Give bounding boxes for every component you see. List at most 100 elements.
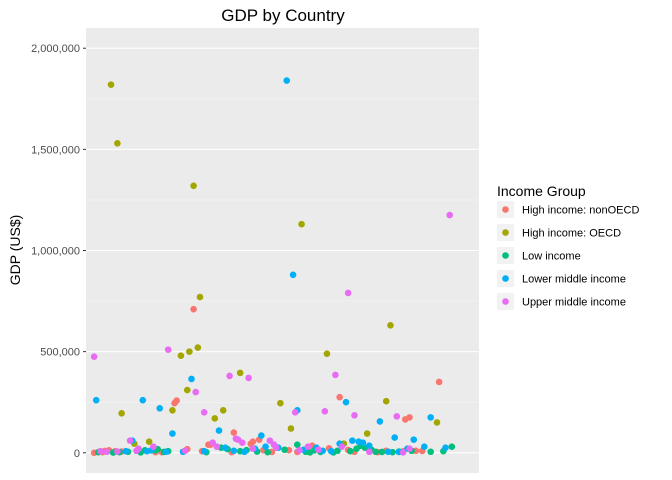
data-point — [272, 444, 280, 452]
data-point — [376, 418, 384, 425]
legend-label: High income: nonOECD — [522, 205, 639, 217]
data-point — [183, 386, 191, 394]
data-point — [92, 396, 100, 404]
y-tick-label: 500,000 — [40, 347, 80, 359]
data-point — [245, 374, 252, 382]
legend-label: Lower middle income — [522, 274, 626, 286]
data-point — [448, 443, 456, 451]
legend-marker — [502, 298, 509, 305]
data-point — [103, 448, 111, 456]
data-point — [241, 448, 248, 456]
data-point — [433, 419, 441, 426]
data-point — [387, 322, 394, 329]
data-point — [342, 398, 350, 406]
data-point — [200, 447, 208, 455]
data-point — [421, 443, 428, 451]
data-point — [365, 448, 373, 456]
data-point — [427, 414, 434, 421]
data-point — [359, 439, 367, 446]
data-point — [351, 412, 358, 419]
data-point — [446, 211, 454, 219]
data-point — [338, 443, 346, 451]
data-point — [349, 437, 356, 444]
data-point — [344, 289, 352, 297]
data-point — [192, 388, 200, 396]
data-point — [372, 448, 379, 456]
data-point — [186, 348, 193, 355]
data-point — [139, 396, 147, 404]
chart-title: GDP by Country — [221, 6, 345, 25]
data-point — [382, 397, 390, 405]
data-point — [135, 445, 142, 453]
data-point — [114, 139, 121, 147]
data-point — [365, 442, 373, 449]
legend-marker — [502, 252, 509, 259]
y-tick-label: 2,000,000 — [31, 43, 80, 55]
data-point — [114, 448, 121, 455]
data-point — [281, 446, 288, 454]
data-point — [169, 406, 176, 414]
data-point — [378, 448, 386, 456]
data-point — [287, 425, 295, 432]
data-point — [346, 447, 354, 455]
data-point — [304, 443, 312, 451]
data-point — [262, 443, 269, 451]
data-point — [173, 397, 180, 404]
data-point — [211, 415, 219, 422]
data-point — [264, 448, 271, 456]
data-point — [294, 441, 301, 448]
data-point — [291, 409, 299, 416]
data-point — [145, 438, 153, 445]
legend-label: Upper middle income — [522, 297, 626, 309]
data-point — [277, 399, 284, 407]
data-point — [209, 439, 216, 446]
data-point — [321, 408, 329, 415]
data-point — [107, 81, 115, 88]
y-axis-label: GDP (US$) — [7, 215, 23, 286]
data-point — [399, 449, 407, 456]
data-point — [190, 182, 197, 190]
data-point — [391, 434, 398, 441]
data-point — [181, 447, 189, 455]
data-point — [332, 371, 339, 379]
data-point — [336, 393, 343, 401]
data-point — [266, 437, 274, 444]
minor-gridlines — [86, 98, 479, 403]
data-point — [258, 432, 265, 439]
legend-marker — [502, 275, 509, 282]
data-point — [162, 448, 170, 456]
data-point — [406, 445, 413, 453]
data-point — [177, 352, 185, 359]
data-point — [118, 410, 125, 417]
data-point — [249, 438, 257, 445]
data-point — [196, 293, 204, 301]
y-axis: 0 500,000 1,000,000 1,500,000 2,000,000 — [31, 43, 86, 460]
legend-label: Low income — [522, 251, 581, 263]
data-point — [323, 350, 331, 357]
data-point — [190, 305, 197, 313]
data-point — [97, 447, 104, 455]
data-point — [385, 448, 392, 456]
data-point — [169, 430, 176, 437]
legend-marker — [502, 206, 509, 213]
data-point — [406, 414, 413, 421]
data-point — [156, 404, 164, 412]
data-point — [150, 443, 157, 451]
data-point — [334, 447, 341, 455]
data-point — [298, 220, 305, 228]
data-point — [222, 444, 229, 452]
y-tick-label: 0 — [74, 448, 80, 460]
major-gridlines — [86, 47, 479, 454]
data-point — [126, 437, 134, 444]
data-point — [236, 369, 244, 377]
data-point — [442, 444, 449, 452]
data-point — [164, 346, 172, 353]
y-tick-label: 1,000,000 — [31, 246, 80, 258]
data-point — [393, 413, 401, 420]
data-point — [289, 271, 297, 279]
data-point — [194, 344, 202, 351]
legend-label: High income: OECD — [522, 228, 621, 240]
data-point — [327, 447, 335, 455]
